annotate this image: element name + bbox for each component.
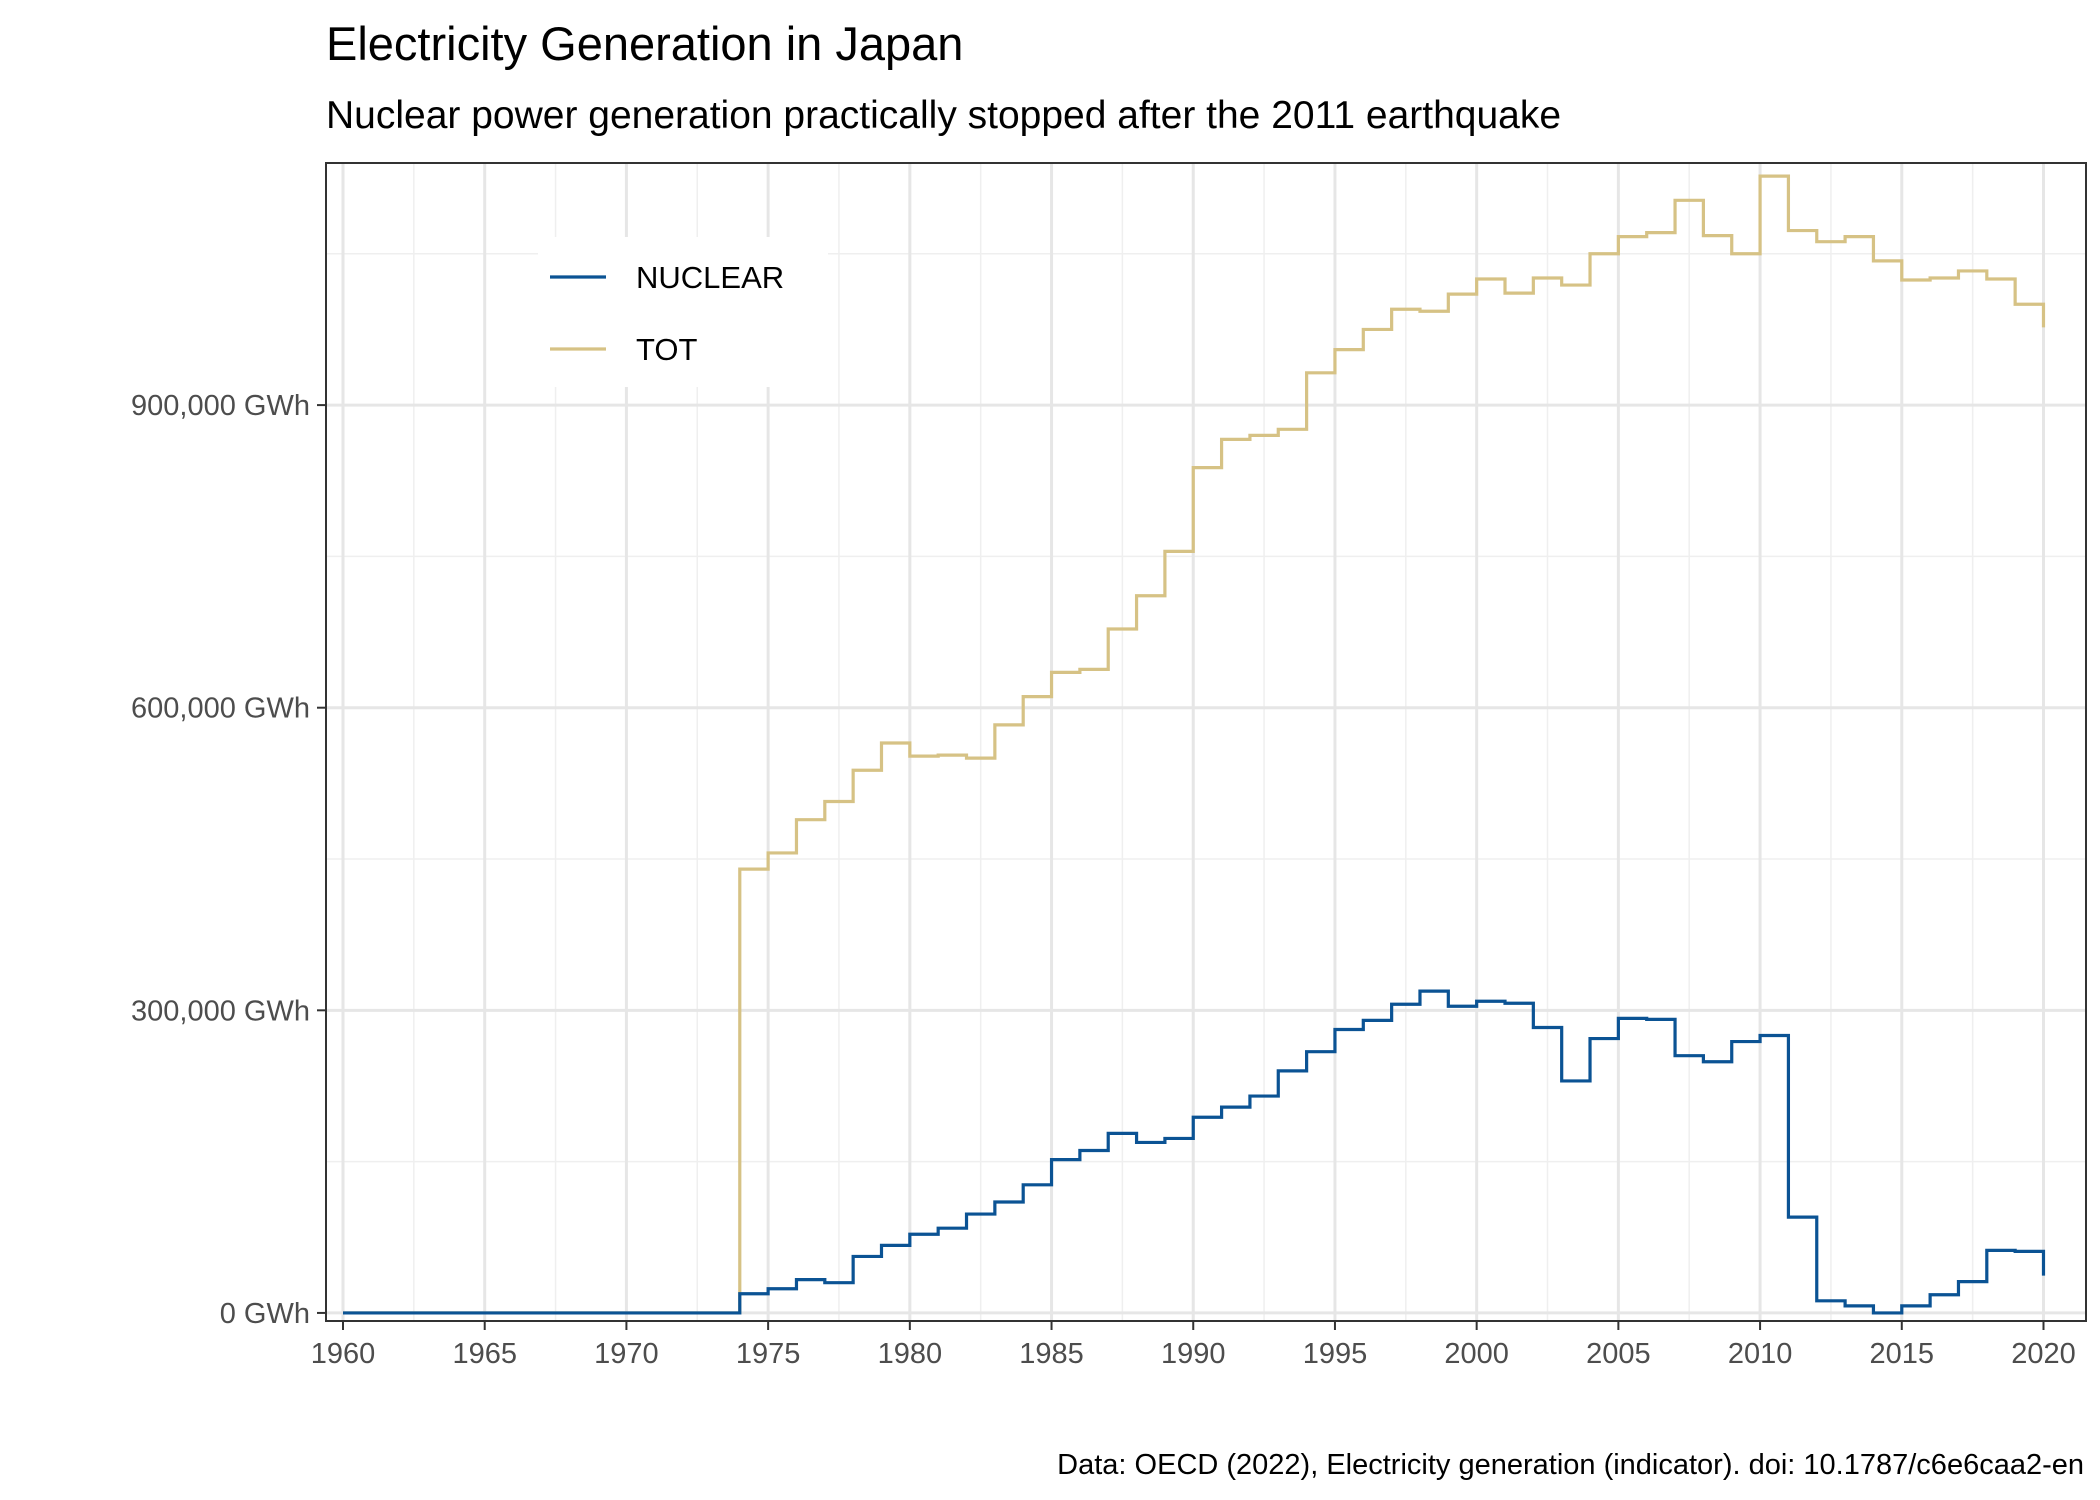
x-tick-label: 1970 [594, 1338, 659, 1370]
y-tick-label: 300,000 GWh [131, 995, 310, 1027]
x-tick-label: 2005 [1586, 1338, 1651, 1370]
legend-background [538, 237, 828, 387]
x-tick-label: 2010 [1728, 1338, 1793, 1370]
x-tick-label: 1985 [1019, 1338, 1084, 1370]
y-tick-label: 900,000 GWh [131, 390, 310, 422]
x-tick-label: 2015 [1870, 1338, 1935, 1370]
series-line-tot [343, 174, 2046, 1315]
x-tick-label: 1975 [736, 1338, 801, 1370]
x-tick-label: 2000 [1444, 1338, 1509, 1370]
plot-panel-border [325, 162, 2087, 1322]
y-tick-label: 600,000 GWh [131, 693, 310, 725]
y-tick-label: 0 GWh [220, 1298, 310, 1330]
x-tick-label: 2020 [2011, 1338, 2076, 1370]
x-tick-label: 1995 [1303, 1338, 1368, 1370]
x-tick-label: 1965 [452, 1338, 517, 1370]
x-tick-label: 1990 [1161, 1338, 1226, 1370]
legend-label-nuclear: NUCLEAR [636, 260, 784, 295]
chart-title: Electricity Generation in Japan [326, 17, 963, 70]
legend: NUCLEAR TOT [538, 237, 828, 387]
x-tick-label: 1980 [878, 1338, 943, 1370]
chart-caption: Data: OECD (2022), Electricity generatio… [1057, 1449, 2084, 1481]
chart-subtitle: Nuclear power generation practically sto… [326, 94, 1561, 137]
series-line-nuclear [343, 989, 2046, 1315]
x-tick-label: 1960 [311, 1338, 376, 1370]
legend-label-tot: TOT [636, 332, 697, 367]
